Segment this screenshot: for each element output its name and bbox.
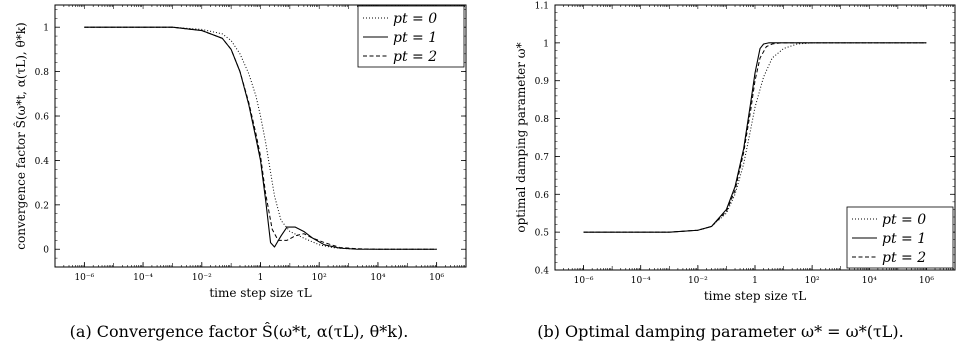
chart-a-x-tick-label: 10²	[312, 273, 327, 283]
chart-a-y-tick-label: 0.2	[35, 201, 49, 211]
chart-b-y-axis-label: optimal damping parameter ω*	[514, 42, 528, 232]
caption-b: (b) Optimal damping parameter ω* = ω*(τL…	[537, 322, 904, 341]
chart-b-legend-label-0: pt = 0	[882, 212, 926, 228]
chart-a: 10⁻⁶ 10⁻⁴ 10⁻² 1 10² 10⁴ 10⁶ 0 0.2 0.4 0.6 0.8 1 time…	[0, 0, 478, 356]
chart-b-legend-label-1: pt = 1	[882, 231, 926, 247]
chart-b-legend-label-2: pt = 2	[882, 250, 926, 266]
chart-b-y-tick-label: 0.9	[535, 77, 550, 87]
chart-a-legend-label-0: pt = 0	[393, 11, 437, 27]
chart-a-y-axis-label: convergence factor Ŝ(ω*t, α(τL), θ*k)	[12, 22, 28, 249]
chart-b-x-tick-label: 10⁶	[919, 276, 934, 286]
chart-a-x-tick-label: 10⁻⁶	[74, 273, 94, 283]
chart-a-x-tick-label: 1	[258, 273, 264, 283]
chart-b-svg: 10⁻⁶ 10⁻⁴ 10⁻² 1 10² 10⁴ 10⁶ 0.4 0.5 0.6 0.7 0.8 0.9…	[514, 2, 956, 303]
chart-a-x-axis-label: time step size τL	[209, 286, 311, 300]
chart-b-y-tick-label: 0.8	[535, 115, 550, 125]
chart-a-x-tick-label: 10⁶	[429, 273, 444, 283]
chart-a-x-tick-label: 10⁻²	[192, 273, 212, 283]
chart-b-x-tick-label: 10⁻²	[688, 276, 708, 286]
chart-b-x-tick-label: 10⁻⁶	[574, 276, 594, 286]
chart-a-legend-label-1: pt = 1	[393, 30, 437, 46]
chart-b-x-axis-label: time step size τL	[704, 289, 806, 303]
chart-b-y-tick-label: 0.5	[535, 229, 550, 239]
chart-b: 10⁻⁶ 10⁻⁴ 10⁻² 1 10² 10⁴ 10⁶ 0.4 0.5 0.6 0.7 0.8 0.9…	[480, 0, 961, 356]
chart-b-y-tick-label: 1.1	[535, 2, 549, 12]
chart-b-series-line-1	[583, 42, 927, 233]
chart-a-y-tick-label: 0.6	[35, 113, 50, 123]
caption-a: (a) Convergence factor Ŝ(ω*t, α(τL), θ*k…	[69, 322, 409, 341]
chart-b-x-tick-label: 10²	[805, 276, 820, 286]
chart-a-y-tick-label: 0.8	[35, 68, 50, 78]
chart-a-x-tick-label: 10⁴	[370, 273, 385, 283]
chart-b-y-tick-label: 0.4	[535, 267, 550, 277]
chart-b-x-tick-label: 1	[752, 276, 758, 286]
chart-a-series-line-0	[84, 26, 437, 250]
chart-b-series-line-2	[583, 42, 927, 233]
chart-a-x-tick-label: 10⁻⁴	[133, 273, 153, 283]
chart-a-series-line-2	[84, 26, 437, 250]
chart-a-y-tick-label: 0.4	[35, 157, 50, 167]
chart-a-legend-label-2: pt = 2	[393, 49, 437, 65]
chart-b-y-tick-label: 1	[543, 39, 549, 49]
chart-a-y-tick-label: 1	[43, 24, 49, 34]
chart-a-svg: 10⁻⁶ 10⁻⁴ 10⁻² 1 10² 10⁴ 10⁶ 0 0.2 0.4 0.6 0.8 1 time…	[12, 4, 467, 300]
chart-b-x-tick-label: 10⁴	[862, 276, 877, 286]
chart-b-y-tick-label: 0.7	[535, 153, 550, 163]
chart-b-y-tick-label: 0.6	[535, 191, 550, 201]
chart-b-x-tick-label: 10⁻⁴	[631, 276, 651, 286]
chart-a-y-tick-label: 0	[43, 246, 49, 256]
